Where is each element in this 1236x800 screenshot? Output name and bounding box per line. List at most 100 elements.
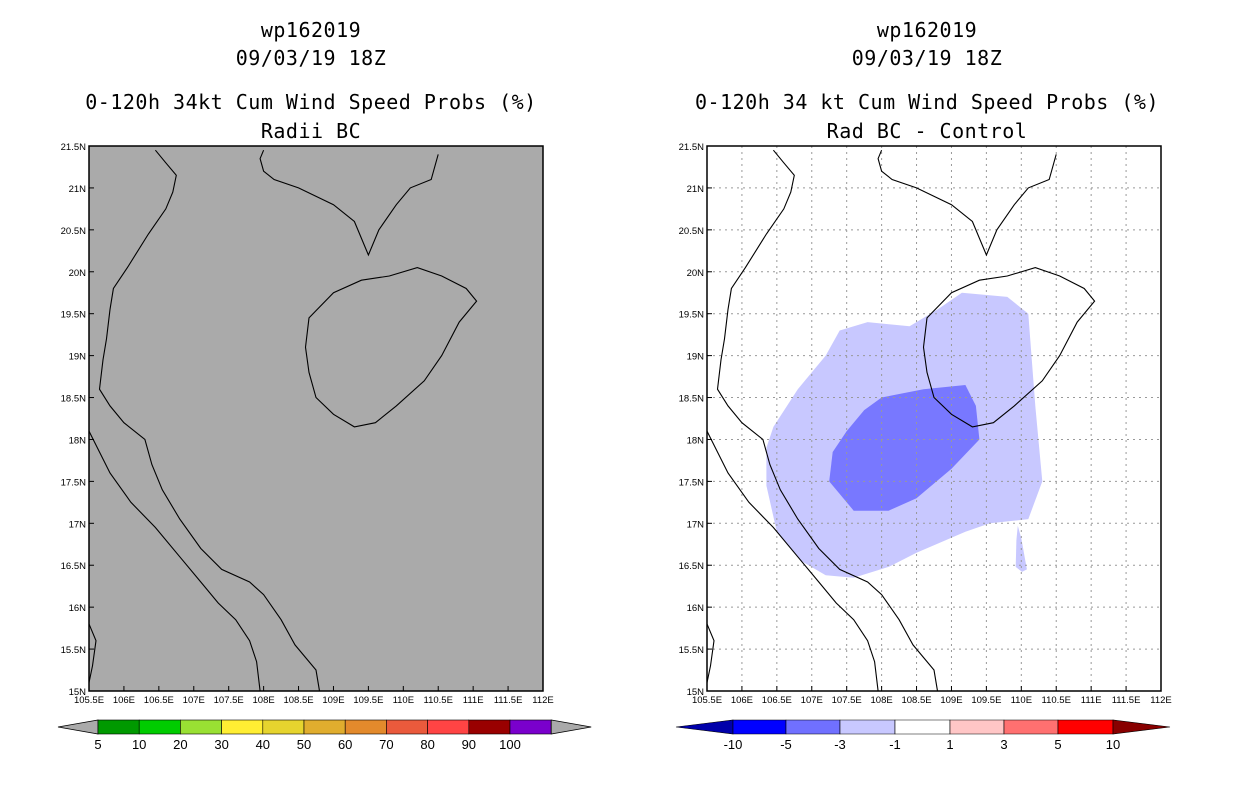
right-xtick-label: 106E (731, 695, 753, 706)
right-colorbar-label: -5 (780, 737, 792, 752)
left-ytick-label: 18N (69, 435, 87, 446)
left-xtick-label: 111.5E (494, 695, 523, 706)
left-colorbar-box-10 (509, 719, 552, 735)
left-colorbar-label: 5 (94, 737, 101, 752)
left-title-line2: Radii BC (260, 119, 362, 143)
right-colorbar-label: -3 (834, 737, 846, 752)
left-ytick-label: 21N (69, 184, 87, 195)
left-colorbar-box-5 (303, 719, 346, 735)
left-coastline-0 (98, 149, 321, 692)
left-colorbar-high-arrow (550, 719, 592, 735)
right-xtick-label: 108.5E (901, 695, 931, 706)
left-xtick-label: 112E (532, 695, 553, 706)
right-coastline-1 (877, 149, 1057, 257)
left-xtick-label: 110.5E (424, 695, 453, 706)
left-ytick-label: 17.5N (61, 477, 86, 488)
left-colorbar-box-3 (221, 719, 264, 735)
right-ytick-label: 19.5N (679, 310, 704, 321)
right-ytick-label: 21.5N (679, 142, 704, 153)
right-colorbar-box-3 (839, 719, 896, 735)
left-ytick-label: 16N (69, 603, 87, 614)
left-colorbar-label: 90 (462, 737, 476, 752)
right-title-line1: 0-120h 34 kt Cum Wind Speed Probs (%) (694, 90, 1160, 114)
left-colorbar-box-2 (180, 719, 222, 735)
left-colorbar-box-8 (427, 719, 470, 735)
left-xtick-label: 108.5E (283, 695, 313, 706)
left-colorbar-box-6 (344, 719, 387, 735)
left-ytick-label: 15.5N (61, 645, 86, 656)
left-colorbar-label: 40 (256, 737, 270, 752)
right-colorbar-label: 3 (1000, 737, 1007, 752)
left-datetime: 09/03/19 18Z (235, 46, 387, 70)
right-xtick-label: 109.5E (971, 695, 1001, 706)
left-xtick-label: 107E (183, 695, 205, 706)
right-ytick-label: 18.5N (679, 394, 704, 405)
right-colorbar-box-4 (894, 719, 951, 735)
right-plot-frame (706, 145, 1162, 692)
right-colorbar-label: 1 (946, 737, 953, 752)
right-coastline-3 (706, 623, 715, 683)
right-ytick-label: 16.5N (679, 561, 704, 572)
left-colorbar-box-7 (386, 719, 428, 735)
left-ytick-label: 19N (69, 352, 87, 363)
right-coastline-0 (716, 149, 939, 692)
left-colorbar-box-9 (468, 719, 511, 735)
right-colorbar-box-8 (1112, 719, 1171, 735)
right-xtick-label: 108E (871, 695, 893, 706)
left-colorbar-box-4 (262, 719, 305, 735)
right-colorbar-label: 5 (1054, 737, 1061, 752)
left-ytick-label: 17N (69, 519, 87, 530)
right-colorbar-box-1 (732, 719, 787, 735)
left-ytick-label: 21.5N (61, 142, 86, 153)
left-xtick-label: 109.5E (353, 695, 383, 706)
right-xtick-label: 110E (1011, 695, 1032, 706)
left-plot-area (89, 146, 543, 691)
right-contour-2 (829, 385, 980, 511)
right-colorbar-box-0 (675, 719, 734, 735)
left-title-line1: 0-120h 34kt Cum Wind Speed Probs (%) (85, 90, 537, 114)
left-plot-frame (88, 145, 544, 692)
right-datetime: 09/03/19 18Z (851, 46, 1003, 70)
left-xtick-label: 111E (463, 695, 484, 706)
right-ytick-label: 17.5N (679, 477, 704, 488)
right-ytick-label: 15N (687, 687, 705, 698)
right-xtick-label: 107.5E (832, 695, 862, 706)
left-ytick-label: 15N (69, 687, 87, 698)
right-coastline-2 (706, 430, 879, 692)
right-title-line2: Rad BC - Control (826, 119, 1028, 143)
left-colorbar-label: 80 (420, 737, 434, 752)
right-xtick-label: 105.5E (692, 695, 722, 706)
left-ytick-label: 20N (69, 268, 87, 279)
right-xtick-label: 110.5E (1042, 695, 1071, 706)
right-colorbar-label: -10 (724, 737, 743, 752)
left-xtick-label: 108E (253, 695, 275, 706)
left-ytick-label: 20.5N (61, 226, 86, 237)
right-colorbar-label: -1 (889, 737, 901, 752)
right-ytick-label: 15.5N (679, 645, 704, 656)
left-colorbar-label: 50 (297, 737, 311, 752)
left-xtick-label: 107.5E (214, 695, 244, 706)
left-colorbar-label: 10 (132, 737, 146, 752)
right-hainan-island (922, 267, 1096, 428)
left-colorbar-label: 20 (173, 737, 187, 752)
left-xtick-label: 109E (322, 695, 344, 706)
right-xtick-label: 111.5E (1112, 695, 1141, 706)
right-colorbar-box-6 (1003, 719, 1059, 735)
right-colorbar-label: 10 (1106, 737, 1120, 752)
right-colorbar-box-2 (785, 719, 841, 735)
right-xtick-label: 107E (801, 695, 823, 706)
right-ytick-label: 20N (687, 268, 705, 279)
right-colorbar-box-7 (1057, 719, 1114, 735)
left-colorbar-label: 30 (214, 737, 228, 752)
right-ytick-label: 19N (687, 352, 705, 363)
left-storm-id: wp162019 (260, 18, 362, 42)
left-colorbar-label: 100 (499, 737, 521, 752)
right-ytick-label: 21N (687, 184, 705, 195)
left-colorbar-low-arrow (57, 719, 99, 735)
left-colorbar-box-1 (138, 719, 181, 735)
right-storm-id: wp162019 (876, 18, 978, 42)
left-ytick-label: 18.5N (61, 394, 86, 405)
left-xtick-label: 106E (113, 695, 135, 706)
left-coastline-1 (259, 149, 439, 257)
